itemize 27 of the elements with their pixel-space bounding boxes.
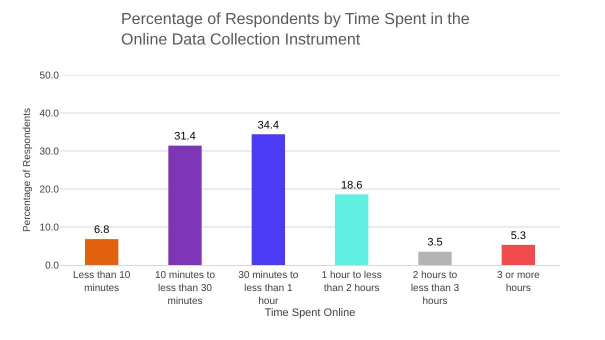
y-tick-label: 0.0	[45, 260, 60, 272]
y-tick-label: 40.0	[40, 108, 60, 120]
y-tick-label: 20.0	[40, 184, 60, 196]
bar	[502, 244, 535, 265]
bar	[252, 134, 285, 265]
x-tick-label: 2 hours to less than 3 hours	[410, 270, 460, 307]
x-tick-label: Less than 10 minutes	[73, 270, 131, 294]
chart-title: Percentage of Respondents by Time Spent in the Online Data Collection Instrument	[121, 10, 470, 49]
bar	[335, 194, 368, 265]
data-label: 3.5	[427, 236, 443, 249]
x-tick-label: 10 minutes to less than 30 minutes	[154, 270, 216, 307]
data-label: 34.4	[258, 119, 280, 132]
x-tick-label: 1 hour to less than 2 hours	[322, 270, 382, 294]
y-tick-label: 30.0	[40, 146, 60, 158]
bar	[168, 146, 202, 265]
y-tick-label: 50.0	[40, 70, 60, 82]
data-label: 18.6	[340, 179, 362, 192]
x-tick-label: 3 or more hours	[496, 270, 540, 294]
y-axis-title: Percentage of Respondents	[22, 108, 33, 232]
x-axis-title: Time Spent Online	[264, 307, 356, 320]
data-label: 31.4	[174, 130, 196, 143]
y-tick-label: 10.0	[40, 222, 60, 234]
bar	[85, 239, 118, 265]
data-label: 5.3	[510, 230, 526, 242]
x-tick-label: 30 minutes to less than 1 hour	[238, 270, 299, 307]
bar	[418, 252, 452, 265]
data-label: 6.8	[94, 224, 110, 236]
